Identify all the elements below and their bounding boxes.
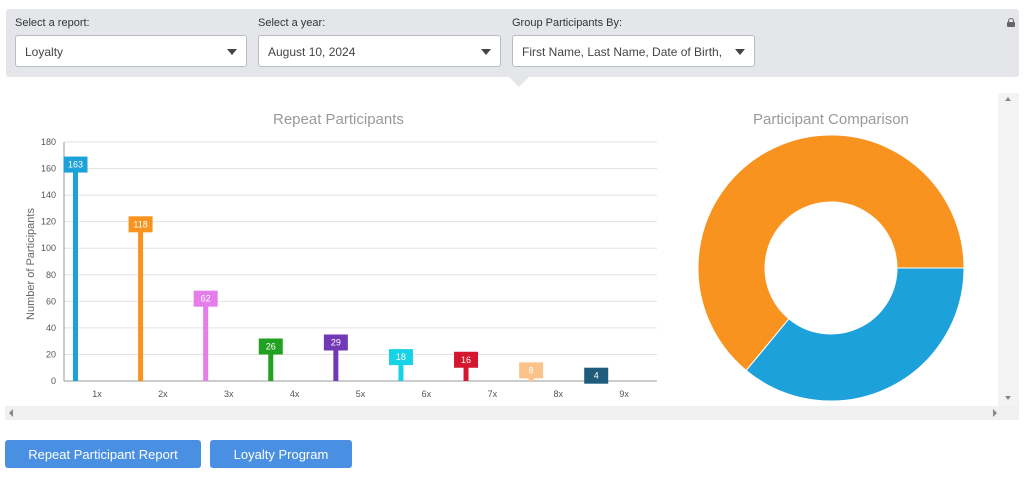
report-label: Select a report: xyxy=(15,17,90,29)
report-select[interactable]: Loyalty xyxy=(15,35,247,67)
loyalty-program-button[interactable]: Loyalty Program xyxy=(210,440,352,468)
data-label: 26 xyxy=(266,341,276,351)
y-tick-label: 100 xyxy=(41,243,56,253)
data-label: 16 xyxy=(461,355,471,365)
scroll-down-icon[interactable] xyxy=(1005,396,1011,400)
participant-comparison-chart xyxy=(697,134,965,402)
data-label-box xyxy=(193,290,218,307)
bar[interactable] xyxy=(203,298,209,381)
data-label-box xyxy=(128,216,153,233)
group-label: Group Participants By: xyxy=(512,17,623,29)
pie-slice[interactable] xyxy=(745,267,965,402)
x-tick-label: 2x xyxy=(158,389,168,399)
chevron-down-icon xyxy=(227,49,237,55)
lock-icon[interactable] xyxy=(1007,18,1015,27)
y-tick-label: 180 xyxy=(41,137,56,147)
x-tick-label: 8x xyxy=(553,389,563,399)
data-label-box xyxy=(388,349,413,366)
participant-comparison-title: Participant Comparison xyxy=(753,111,909,128)
repeat-participants-chart: Number of Participants 0 20 40 60 80 100 120 14… xyxy=(25,137,657,399)
data-label-box xyxy=(323,334,348,351)
scroll-left-icon[interactable] xyxy=(9,409,13,417)
repeat-participant-report-button[interactable]: Repeat Participant Report xyxy=(5,440,201,468)
year-select-value: August 10, 2024 xyxy=(268,45,356,59)
chevron-down-icon xyxy=(735,49,745,55)
data-label: 4 xyxy=(594,371,599,381)
y-tick-label: 20 xyxy=(46,349,56,359)
x-tick-label: 6x xyxy=(422,389,432,399)
data-label-box xyxy=(454,351,479,368)
x-tick-label: 5x xyxy=(356,389,366,399)
pie-slice[interactable] xyxy=(697,134,965,372)
data-label: 18 xyxy=(396,352,406,362)
year-select[interactable]: August 10, 2024 xyxy=(258,35,501,67)
data-label: 118 xyxy=(133,219,147,229)
year-field: Select a year: xyxy=(258,17,325,31)
data-label: 29 xyxy=(331,337,341,347)
y-tick-label: 140 xyxy=(41,190,56,200)
y-tick-label: 160 xyxy=(41,164,56,174)
filter-bar-pointer xyxy=(509,77,529,87)
bar[interactable] xyxy=(73,164,78,381)
y-tick-label: 80 xyxy=(46,270,56,280)
bar[interactable] xyxy=(333,342,339,381)
bar[interactable] xyxy=(398,357,404,381)
x-tick-label: 7x xyxy=(488,389,498,399)
data-label-box xyxy=(519,362,544,379)
y-tick-label: 40 xyxy=(46,323,56,333)
bar[interactable] xyxy=(268,346,274,381)
report-select-value: Loyalty xyxy=(25,45,64,59)
chevron-down-icon xyxy=(481,49,491,55)
data-label-box xyxy=(258,338,283,355)
y-tick-label: 120 xyxy=(41,217,56,227)
scroll-up-icon[interactable] xyxy=(1005,97,1011,101)
x-tick-label: 1x xyxy=(92,389,102,399)
report-field: Select a report: xyxy=(15,17,90,31)
group-select-value: First Name, Last Name, Date of Birth, C xyxy=(522,45,724,59)
x-tick-label: 3x xyxy=(224,389,234,399)
scroll-right-icon[interactable] xyxy=(993,409,997,417)
bar[interactable] xyxy=(138,224,144,381)
group-select[interactable]: First Name, Last Name, Date of Birth, C xyxy=(512,35,755,67)
repeat-participants-title: Repeat Participants xyxy=(273,111,404,128)
year-label: Select a year: xyxy=(258,17,326,29)
group-field: Group Participants By: xyxy=(512,17,622,31)
horizontal-scrollbar[interactable] xyxy=(5,406,1019,420)
data-label-box xyxy=(63,156,88,173)
data-label-box xyxy=(584,367,609,384)
data-label: 163 xyxy=(68,160,83,170)
y-tick-label: 0 xyxy=(51,376,56,386)
vertical-scrollbar[interactable] xyxy=(998,93,1019,406)
y-axis-label: Number of Participants xyxy=(25,208,37,320)
bar[interactable] xyxy=(463,359,469,381)
x-tick-label: 4x xyxy=(290,389,300,399)
x-tick-label: 9x xyxy=(619,389,629,399)
data-label: 62 xyxy=(201,294,211,304)
filter-bar: Select a report: Loyalty Select a year: … xyxy=(6,9,1019,87)
data-label: 8 xyxy=(529,365,534,375)
y-tick-label: 60 xyxy=(46,296,56,306)
